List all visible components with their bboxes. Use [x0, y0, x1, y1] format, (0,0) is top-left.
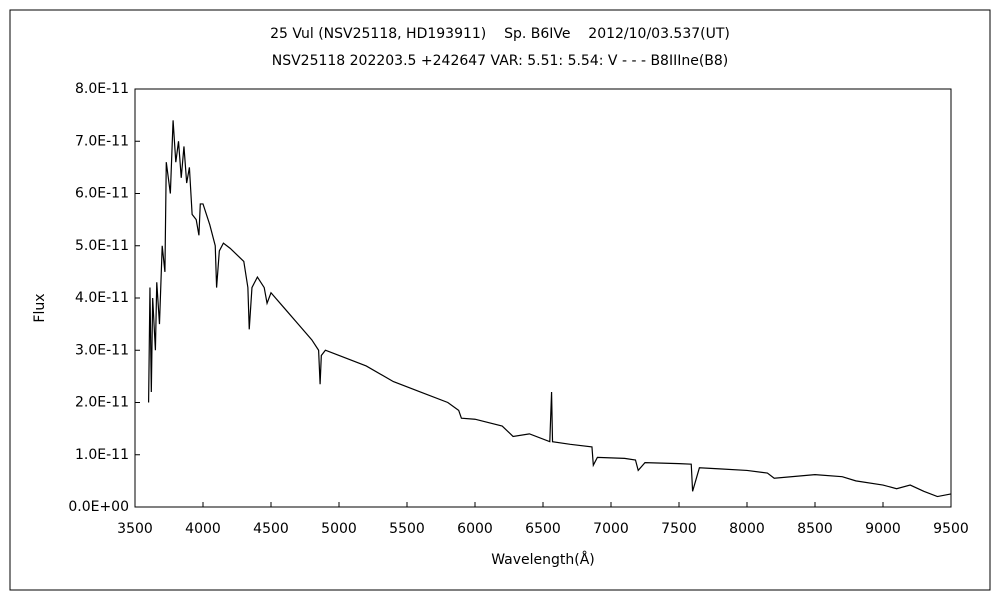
x-tick-label: 7000: [593, 521, 629, 537]
spectrum-line: [148, 120, 952, 498]
x-tick-label: 5000: [321, 521, 357, 537]
y-tick-label: 7.0E-11: [75, 133, 129, 149]
y-tick-label: 6.0E-11: [75, 186, 129, 202]
x-tick-label: 8000: [729, 521, 765, 537]
x-tick-label: 9500: [933, 521, 969, 537]
x-tick-label: 4000: [185, 521, 221, 537]
chart-border: [9, 9, 991, 591]
chart-subtitle: NSV25118 202203.5 +242647 VAR: 5.51: 5.5…: [272, 53, 729, 69]
x-axis-label: Wavelength(Å): [491, 551, 595, 568]
y-tick-label: 5.0E-11: [75, 238, 129, 254]
x-tick-label: 3500: [117, 521, 153, 537]
x-tick-label: 8500: [797, 521, 833, 537]
x-tick-label: 4500: [253, 521, 289, 537]
chart-title: 25 Vul (NSV25118, HD193911) Sp. B6IVe 20…: [270, 26, 730, 42]
x-tick-label: 7500: [661, 521, 697, 537]
y-tick-label: 0.0E+00: [68, 499, 129, 515]
x-tick-label: 9000: [865, 521, 901, 537]
x-tick-label: 6000: [457, 521, 493, 537]
x-tick-label: 6500: [525, 521, 561, 537]
y-tick-label: 1.0E-11: [75, 447, 129, 463]
x-tick-label: 5500: [389, 521, 425, 537]
y-tick-label: 2.0E-11: [75, 395, 129, 411]
y-tick-label: 4.0E-11: [75, 290, 129, 306]
y-tick-label: 8.0E-11: [75, 81, 129, 97]
y-axis-label: Flux: [32, 293, 48, 322]
y-tick-label: 3.0E-11: [75, 342, 129, 358]
